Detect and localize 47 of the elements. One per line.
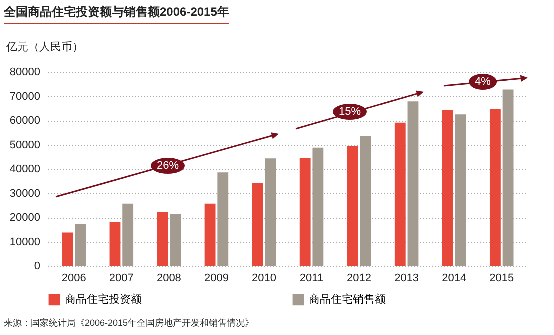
annotation: 26% <box>150 158 186 174</box>
y-axis-title: 亿元（人民币） <box>6 40 84 54</box>
y-tick-label: 50000 <box>10 139 40 152</box>
bar <box>455 114 466 266</box>
x-tick-label: 2012 <box>347 272 372 284</box>
bar <box>394 122 406 266</box>
bar <box>75 224 86 266</box>
bar <box>408 102 419 266</box>
legend-label: 商品住宅投资额 <box>65 292 142 306</box>
annotation: 4% <box>469 74 497 90</box>
bar <box>252 183 264 266</box>
y-tick-label: 20000 <box>10 212 40 224</box>
x-tick-label: 2009 <box>204 272 229 284</box>
x-tick-label: 2008 <box>156 272 182 284</box>
bar <box>218 172 229 266</box>
bar <box>157 212 168 266</box>
y-tick-label: 70000 <box>10 90 40 103</box>
y-tick-label: 0 <box>34 260 40 272</box>
x-tick-label: 2015 <box>490 272 514 284</box>
bar <box>502 90 514 266</box>
bar <box>62 232 74 266</box>
y-tick-label: 30000 <box>10 188 40 200</box>
x-tick-label: 2010 <box>252 272 276 284</box>
bar <box>490 109 501 266</box>
bar <box>312 148 324 266</box>
y-tick-label: 40000 <box>10 164 40 176</box>
annotation: 15% <box>332 104 368 120</box>
bar <box>204 204 216 266</box>
bar <box>265 158 276 266</box>
x-tick-label: 2007 <box>109 272 134 284</box>
y-tick-label: 10000 <box>10 236 40 248</box>
bar <box>300 158 311 266</box>
x-tick-label: 2006 <box>62 272 86 284</box>
y-tick-label: 80000 <box>10 66 40 78</box>
x-tick-label: 2014 <box>442 272 467 284</box>
source-note: 来源：国家统计局《2006-2015年全国房地产开发和销售情况》 <box>4 317 254 330</box>
bar <box>347 146 358 266</box>
bar <box>360 136 372 266</box>
bar <box>110 222 121 266</box>
chart-title: 全国商品住宅投资额与销售额2006-2015年 <box>4 4 230 24</box>
bar <box>442 110 454 266</box>
x-tick-label: 2013 <box>394 272 420 284</box>
legend-label: 商品住宅销售额 <box>309 292 386 306</box>
y-tick-label: 60000 <box>10 115 40 127</box>
bar <box>170 214 182 266</box>
x-tick-label: 2011 <box>300 272 324 284</box>
bar <box>122 204 134 266</box>
